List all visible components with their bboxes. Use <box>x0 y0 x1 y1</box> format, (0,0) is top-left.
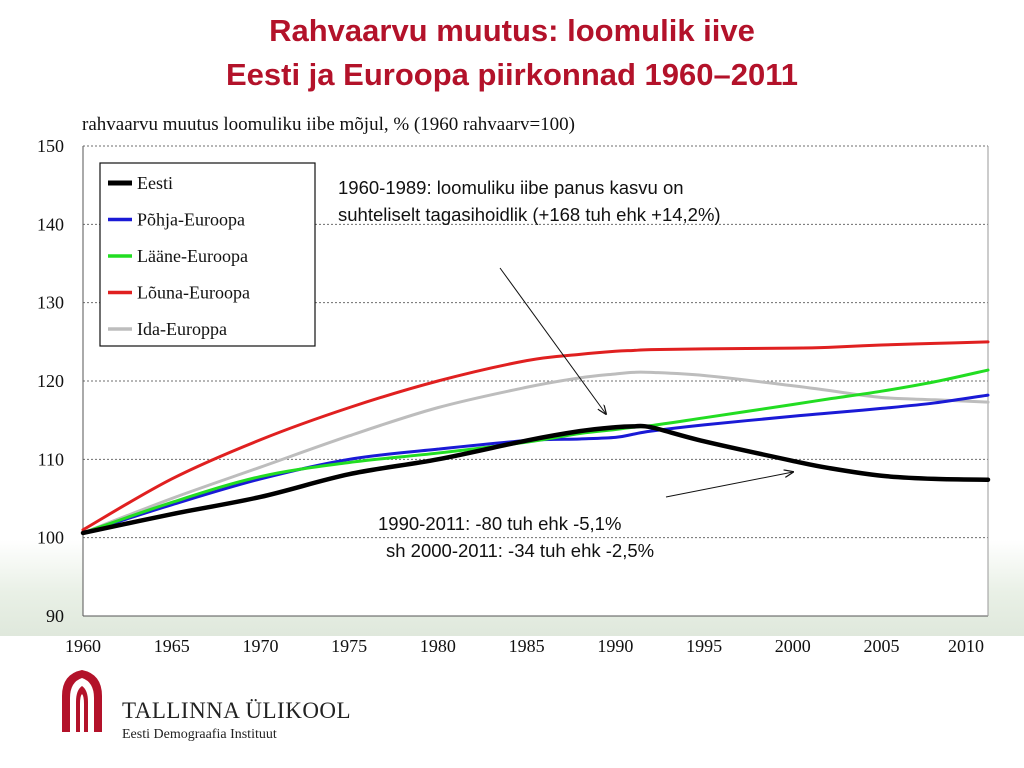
chart-title: rahvaarvu muutus loomuliku iibe mõjul, %… <box>82 114 575 135</box>
line-chart: 90 100 110 120 130 140 150 1960 1965 1970 1975 1980… <box>37 136 991 656</box>
university-name: TALLINNA ÜLIKOOL <box>122 698 352 723</box>
annotation-bottom: 1990-2011: -80 tuh ehk -5,1% sh 2000-201… <box>378 510 654 564</box>
y-tick-label-150: 150 <box>37 136 64 156</box>
x-tick-label-1980: 1980 <box>420 636 456 656</box>
annotation-bottom-line2: sh 2000-2011: -34 tuh ehk -2,5% <box>386 540 655 561</box>
y-tick-label-90: 90 <box>46 606 64 626</box>
university-logo-icon <box>58 668 106 737</box>
series-line-2 <box>81 368 990 535</box>
x-tick-label-1970: 1970 <box>242 636 278 656</box>
y-tick-label-130: 130 <box>37 293 64 313</box>
annotation-top-line1: 1960-1989: loomuliku iibe panus kasvu on <box>338 177 684 198</box>
annotation-top: 1960-1989: loomuliku iibe panus kasvu on… <box>338 174 721 228</box>
slide-title-line2: Eesti ja Euroopa piirkonnad 1960–2011 <box>225 57 799 92</box>
x-tick-label-1995: 1995 <box>686 636 722 656</box>
slide-title-line1: Rahvaarvu muutus: loomulik iive <box>269 13 755 48</box>
annotation-bottom-line1: 1990-2011: -80 tuh ehk -5,1% <box>378 513 622 534</box>
series-line-0 <box>80 423 991 536</box>
legend-label-3: Lõuna-Euroopa <box>137 283 250 303</box>
x-tick-label-1965: 1965 <box>154 636 190 656</box>
legend-box <box>99 162 316 347</box>
annotation-arrow-bottom <box>665 472 793 498</box>
x-tick-label-1985: 1985 <box>509 636 545 656</box>
x-tick-label-2010: 2010 <box>948 636 984 656</box>
legend-label-1: Põhja-Euroopa <box>137 210 245 230</box>
y-tick-label-100: 100 <box>37 528 64 548</box>
y-tick-label-110: 110 <box>38 449 64 469</box>
y-tick-label-140: 140 <box>37 214 64 234</box>
legend-label-0: Eesti <box>137 173 173 193</box>
x-tick-label-1990: 1990 <box>597 636 633 656</box>
x-tick-label-1960: 1960 <box>65 636 101 656</box>
series-line-4 <box>81 370 990 535</box>
annotation-top-line2: suhteliselt tagasihoidlik (+168 tuh ehk … <box>338 204 721 225</box>
annotation-arrow-top <box>499 267 606 414</box>
legend-label-2: Lääne-Euroopa <box>137 246 248 266</box>
series-line-3 <box>81 340 990 532</box>
institute-name: Eesti Demograafia Instituut <box>122 727 277 742</box>
x-tick-label-1975: 1975 <box>331 636 367 656</box>
x-tick-label-2005: 2005 <box>864 636 900 656</box>
legend-label-4: Ida-Europpa <box>137 319 227 339</box>
y-tick-label-120: 120 <box>37 371 64 391</box>
x-tick-label-2000: 2000 <box>775 636 811 656</box>
